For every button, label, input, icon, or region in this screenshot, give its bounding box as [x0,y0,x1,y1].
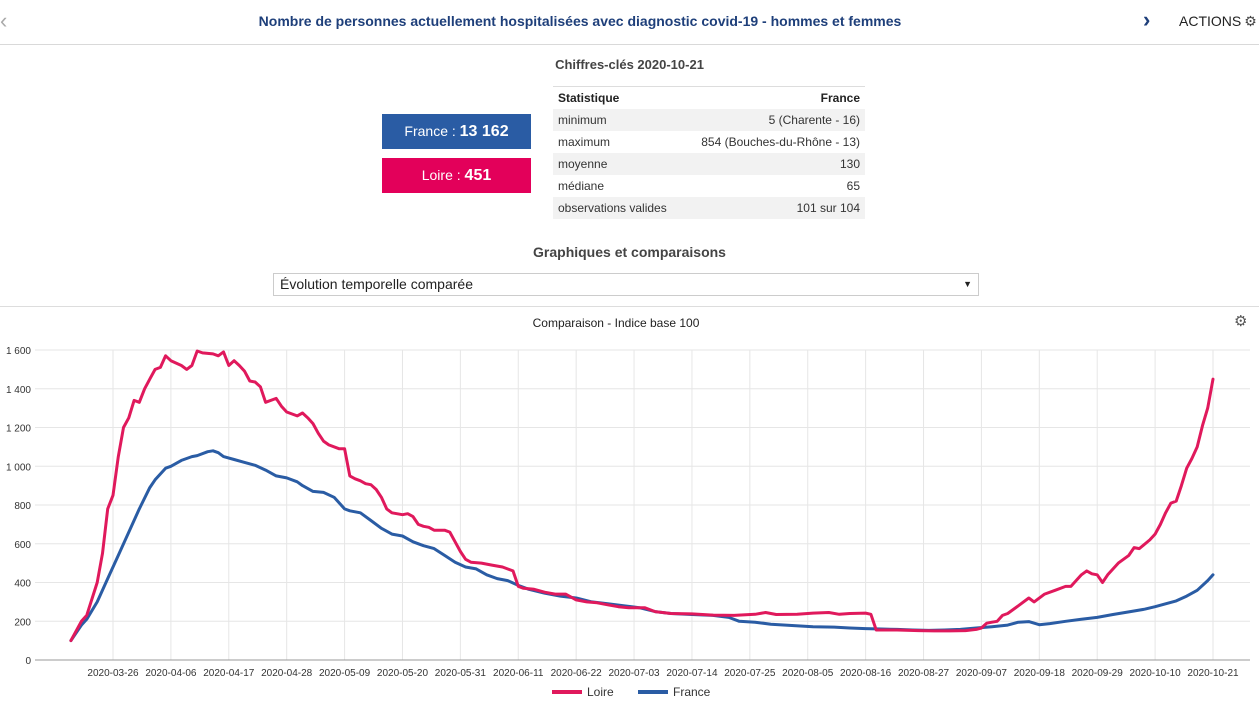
kpi-value: 451 [464,167,492,184]
stat-value: 5 (Charente - 16) [681,109,865,131]
stat-value: 101 sur 104 [681,197,865,219]
statistics-table: Statistique France minimum 5 (Charente - … [553,86,865,219]
stat-label: maximum [558,135,611,149]
x-tick-label: 2020-09-07 [956,668,1008,679]
select-value: Évolution temporelle comparée [280,276,473,292]
caret-down-icon: ▼ [963,279,972,289]
chevron-right-icon[interactable]: › [1143,7,1151,32]
legend-item-loire: Loire [552,685,614,699]
table-row: maximum 854 (Bouches-du-Rhône - 13) [553,131,865,153]
x-tick-label: 2020-06-22 [551,668,603,679]
x-tick-label: 2020-09-18 [1014,668,1066,679]
graphs-section-title: Graphiques et comparaisons [533,244,726,260]
table-header-row: Statistique France [553,86,865,109]
actions-label: ACTIONS [1179,13,1242,29]
y-tick-label: 400 [14,579,31,590]
top-bar: ‹ Nombre de personnes actuellement hospi… [0,0,1259,45]
line-chart: 0 200 400 600 800 1 000 1 200 1 400 1 600 2020-0… [6,346,1250,699]
legend-item-france: France [638,685,711,699]
y-tick-label: 200 [14,617,31,628]
legend-label: Loire [587,685,614,699]
x-tick-label: 2020-04-17 [203,668,255,679]
y-tick-label: 1 000 [6,462,31,473]
key-figures-title: Chiffres-clés 2020-10-21 [555,57,704,72]
chevron-left-icon[interactable]: ‹ [0,8,8,33]
kpi-loire: Loire : 451 [382,158,531,193]
y-axis-ticks: 0 200 400 600 800 1 000 1 200 1 400 1 600 [6,346,31,667]
grid [35,349,1250,661]
y-tick-label: 800 [14,501,31,512]
x-tick-label: 2020-07-25 [724,668,776,679]
stat-label: médiane [558,179,605,193]
series-lines [69,349,1215,643]
x-tick-label: 2020-05-31 [435,668,487,679]
x-tick-label: 2020-08-16 [840,668,892,679]
x-tick-label: 2020-06-11 [493,668,544,679]
chart-title: Comparaison - Indice base 100 [532,316,700,330]
stat-value: 130 [681,153,865,175]
series-line-loire [69,349,1215,643]
column-header-france: France [681,86,865,109]
gear-icon: ⚙ [1244,13,1257,29]
x-tick-label: 2020-09-29 [1072,668,1124,679]
y-tick-label: 1 400 [6,385,31,396]
kpi-value: 13 162 [459,123,509,140]
x-tick-label: 2020-10-10 [1130,668,1182,679]
x-tick-label: 2020-07-03 [608,668,660,679]
y-tick-label: 600 [14,540,31,551]
stat-label: moyenne [553,153,682,175]
chart-type-select[interactable]: Évolution temporelle comparée ▼ [273,273,979,296]
y-tick-label: 0 [25,656,31,667]
series-line-france [69,449,1215,643]
x-tick-label: 2020-04-06 [145,668,197,679]
x-tick-label: 2020-08-05 [782,668,834,679]
x-tick-label: 2020-05-09 [319,668,371,679]
kpi-label: Loire : [421,167,465,183]
stat-value: 65 [846,179,860,193]
table-row: minimum 5 (Charente - 16) [553,109,865,131]
x-axis-ticks: 2020-03-26 2020-04-06 2020-04-17 2020-04-28… [87,668,1239,679]
x-tick-label: 2020-03-26 [87,668,139,679]
x-tick-label: 2020-04-28 [261,668,313,679]
gear-icon[interactable]: ⚙ [1234,313,1248,330]
stat-value: 854 (Bouches-du-Rhône - 13) [701,135,860,149]
y-tick-label: 1 600 [6,346,31,357]
x-tick-label: 2020-08-27 [898,668,950,679]
actions-button[interactable]: ACTIONS ⚙ [1179,13,1257,30]
x-tick-label: 2020-10-21 [1187,668,1239,679]
page-title: Nombre de personnes actuellement hospita… [258,13,902,29]
table-row: observations valides 101 sur 104 [553,197,865,219]
divider [0,306,1259,307]
legend-label: France [673,685,711,699]
stat-label: observations valides [553,197,682,219]
kpi-label: France : [404,123,460,139]
stat-label: minimum [553,109,682,131]
legend: Loire France [552,685,711,699]
kpi-france: France : 13 162 [382,114,531,149]
table-row: moyenne 130 [553,153,865,175]
column-header-statistique: Statistique [553,86,682,109]
x-tick-label: 2020-05-20 [377,668,429,679]
x-tick-label: 2020-07-14 [666,668,718,679]
y-tick-label: 1 200 [6,424,31,435]
table-row: médiane 65 [553,175,865,197]
